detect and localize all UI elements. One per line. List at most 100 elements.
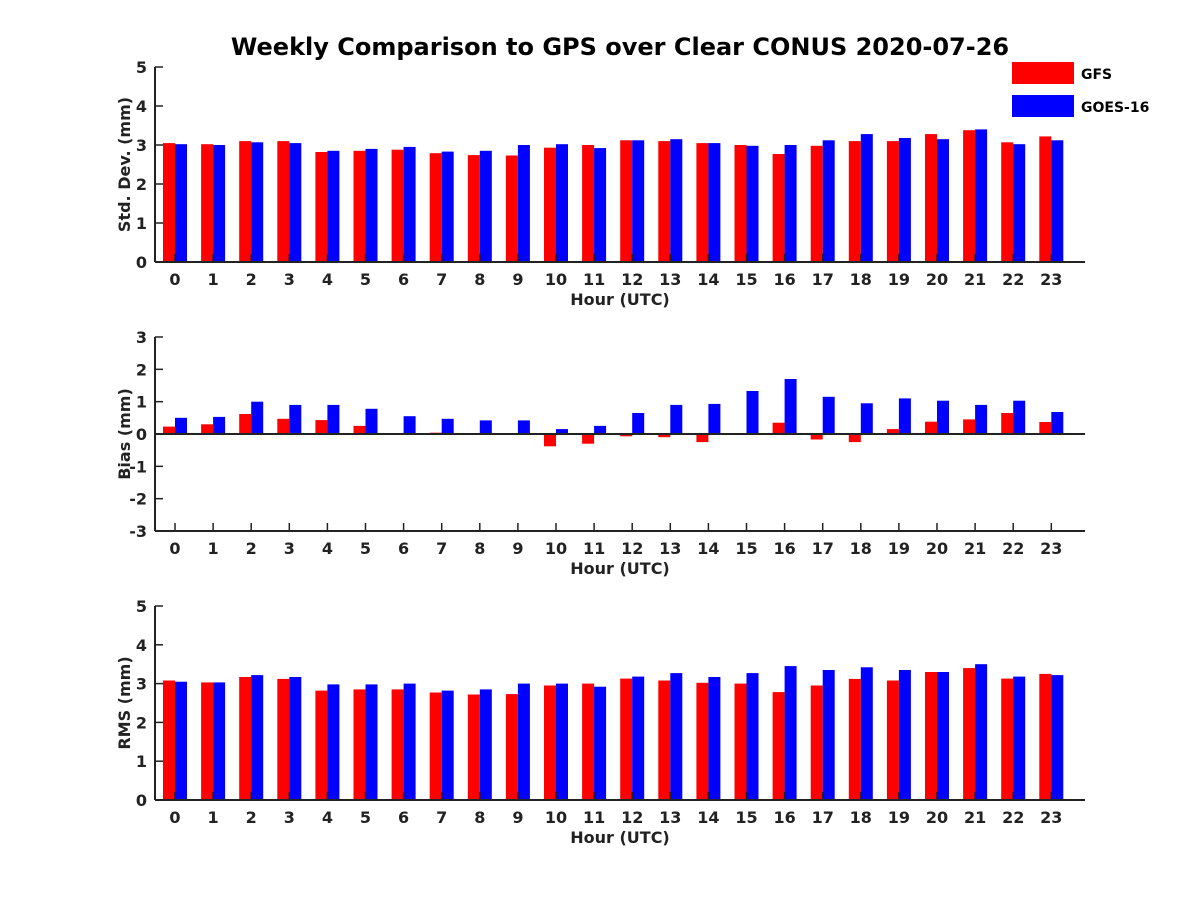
legend: GFS GOES-16 <box>1012 62 1149 117</box>
std-dev-xtick-label: 6 <box>398 270 409 289</box>
std-dev-xtick-label: 8 <box>474 270 485 289</box>
rms-bar-gfs-h19 <box>886 680 899 800</box>
std-dev-bar-gfs-h3 <box>277 141 290 262</box>
std-dev-xtick-label: 22 <box>1002 270 1024 289</box>
rms-xtick-label: 13 <box>659 808 681 827</box>
bias-bar-goes16-h13 <box>670 404 683 434</box>
bias-bar-goes16-h18 <box>860 403 873 434</box>
rms-bar-goes16-h0 <box>175 681 187 800</box>
bias-bar-gfs-h20 <box>925 421 937 434</box>
bias-bar-goes16-h9 <box>517 420 530 434</box>
std-dev-x-axis-label: Hour (UTC) <box>570 290 670 309</box>
bias-xtick-label: 19 <box>888 539 910 558</box>
rms-x-axis-label: Hour (UTC) <box>570 828 670 847</box>
std-dev-xtick-label: 9 <box>512 270 523 289</box>
std-dev-bar-gfs-h5 <box>353 150 366 262</box>
bias-bar-gfs-h3 <box>277 418 290 434</box>
std-dev-bar-goes16-h15 <box>746 145 759 262</box>
rms-bar-goes16-h9 <box>517 683 530 800</box>
bias-ytick-label: 0 <box>136 425 147 444</box>
std-dev-xtick-label: 20 <box>926 270 948 289</box>
std-dev-bar-gfs-h6 <box>391 149 404 262</box>
rms-bar-goes16-h16 <box>784 666 797 800</box>
std-dev-bar-gfs-h12 <box>620 140 633 262</box>
rms-bar-gfs-h21 <box>963 668 976 800</box>
bias-bar-gfs-h23 <box>1039 422 1052 434</box>
rms-bar-goes16-h5 <box>365 684 378 800</box>
bias-bar-gfs-h16 <box>772 422 785 434</box>
std-dev-ytick-label: 2 <box>136 175 147 194</box>
std-dev-xtick-label: 13 <box>659 270 681 289</box>
rms-bar-goes16-h19 <box>898 670 911 800</box>
std-dev-bar-gfs-h10 <box>544 147 556 262</box>
bias-xtick-label: 1 <box>208 539 219 558</box>
std-dev-bar-gfs-h13 <box>658 141 671 262</box>
std-dev-xtick-label: 19 <box>888 270 910 289</box>
std-dev-bar-gfs-h0 <box>163 143 175 262</box>
rms-ytick-label: 1 <box>136 752 147 771</box>
rms-ytick-label: 2 <box>136 713 147 732</box>
bias-ytick-label: 1 <box>136 393 147 412</box>
bias-xtick-label: 0 <box>169 539 180 558</box>
bias-xtick-label: 23 <box>1040 539 1062 558</box>
rms-xtick-label: 2 <box>246 808 257 827</box>
rms-xtick-label: 18 <box>850 808 872 827</box>
rms-xtick-label: 5 <box>360 808 371 827</box>
std-dev-bar-gfs-h15 <box>734 145 747 262</box>
bias-bar-gfs-h18 <box>848 434 861 443</box>
rms-bar-goes16-h21 <box>975 664 988 800</box>
rms-bar-gfs-h23 <box>1039 673 1052 800</box>
rms-bar-gfs-h10 <box>544 685 556 800</box>
rms-bar-gfs-h17 <box>810 685 823 800</box>
rms-ytick-label: 0 <box>136 791 147 810</box>
legend-label-goes16: GOES-16 <box>1081 100 1149 116</box>
bias-xtick-label: 4 <box>322 539 333 558</box>
std-dev-bar-goes16-h18 <box>860 134 873 262</box>
rms-xtick-label: 8 <box>474 808 485 827</box>
bias-bar-goes16-h4 <box>327 404 340 434</box>
bias-bar-goes16-h23 <box>1051 412 1064 434</box>
bias-bar-goes16-h19 <box>898 398 911 434</box>
bias-bar-gfs-h11 <box>582 434 595 444</box>
std-dev-bar-gfs-h2 <box>239 141 252 262</box>
rms-bar-gfs-h14 <box>696 682 709 800</box>
std-dev-bar-goes16-h7 <box>441 151 454 262</box>
rms-xtick-label: 12 <box>621 808 643 827</box>
rms-bar-goes16-h3 <box>289 677 302 800</box>
std-dev-bar-gfs-h22 <box>1001 142 1014 262</box>
rms-ytick-label: 4 <box>136 636 147 655</box>
std-dev-bar-goes16-h20 <box>937 139 949 262</box>
rms-xtick-label: 11 <box>583 808 605 827</box>
rms-xtick-label: 20 <box>926 808 948 827</box>
rms-ytick-label: 5 <box>136 597 147 616</box>
bias-bar-gfs-h2 <box>239 414 252 434</box>
bias-bar-goes16-h6 <box>403 416 416 434</box>
rms-bar-goes16-h17 <box>822 670 835 800</box>
std-dev-xtick-label: 16 <box>773 270 795 289</box>
legend-swatch-gfs <box>1012 62 1074 84</box>
rms-xtick-label: 7 <box>436 808 447 827</box>
std-dev-bar-gfs-h8 <box>467 155 480 262</box>
rms-bar-gfs-h5 <box>353 689 366 800</box>
bias-bar-goes16-h12 <box>632 413 645 434</box>
rms-bar-goes16-h14 <box>708 677 721 800</box>
rms-ytick-label: 3 <box>136 675 147 694</box>
bias-xtick-label: 11 <box>583 539 605 558</box>
rms-xtick-label: 4 <box>322 808 333 827</box>
rms-xtick-label: 10 <box>545 808 567 827</box>
std-dev-xtick-label: 1 <box>208 270 219 289</box>
legend-label-gfs: GFS <box>1081 67 1112 83</box>
bias-xtick-label: 7 <box>436 539 447 558</box>
std-dev-bar-goes16-h9 <box>517 145 530 262</box>
bias-bar-gfs-h19 <box>886 429 899 434</box>
rms-bar-goes16-h10 <box>556 683 568 800</box>
std-dev-xtick-label: 21 <box>964 270 986 289</box>
bias-bar-gfs-h5 <box>353 425 366 434</box>
rms-bar-goes16-h7 <box>441 690 454 800</box>
std-dev-bar-gfs-h16 <box>772 154 785 262</box>
std-dev-bar-goes16-h17 <box>822 140 835 262</box>
rms-bar-gfs-h3 <box>277 678 290 800</box>
bias-xtick-label: 3 <box>284 539 295 558</box>
